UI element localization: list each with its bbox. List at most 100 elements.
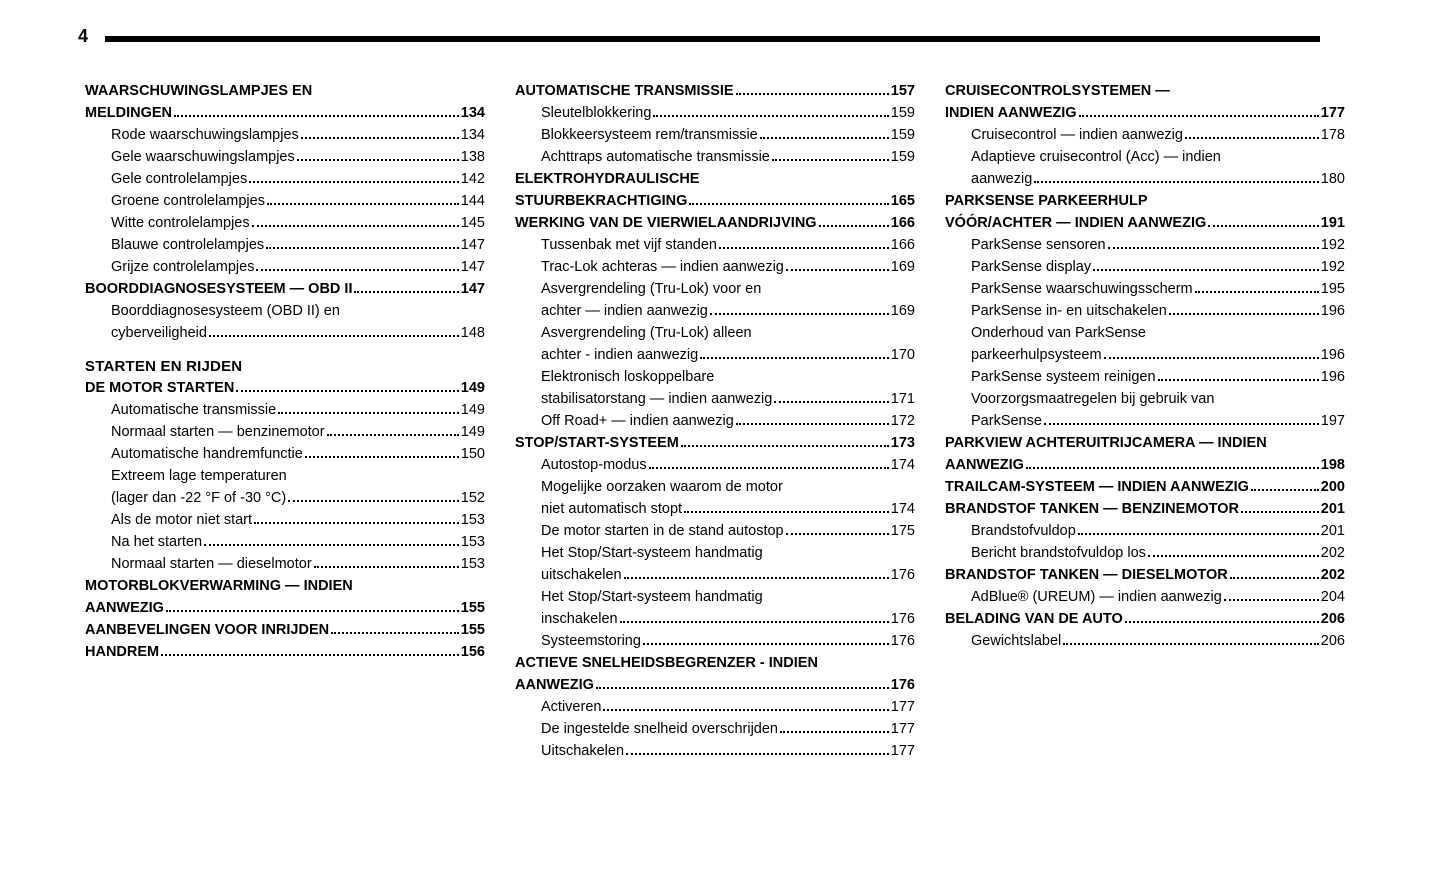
toc-entry-page: 196 [1321, 366, 1345, 388]
toc-entry-page: 192 [1321, 234, 1345, 256]
toc-leader-dots [1044, 423, 1319, 425]
toc-entry-label: BELADING VAN DE AUTO [945, 608, 1123, 630]
toc-entry-page: 174 [891, 498, 915, 520]
toc-entry-label: Achttraps automatische transmissie [541, 146, 770, 168]
toc-entry-page: 166 [891, 234, 915, 256]
toc-wrap-line: Voorzorgsmaatregelen bij gebruik van [945, 388, 1345, 410]
toc-entry-label: AUTOMATISCHE TRANSMISSIE [515, 80, 734, 102]
toc-leader-dots [1208, 225, 1319, 227]
toc-entry-label: Systeemstoring [541, 630, 641, 652]
toc-wrap-line: MOTORBLOKVERWARMING — INDIEN [85, 575, 485, 597]
toc-entry: Tussenbak met vijf standen166 [515, 234, 915, 256]
toc-entry: achter — indien aanwezig169 [515, 300, 915, 322]
toc-entry-label: STOP/START-SYSTEEM [515, 432, 679, 454]
toc-entry: Grijze controlelampjes147 [85, 256, 485, 278]
toc-entry: uitschakelen176 [515, 564, 915, 586]
toc-entry-label: achter - indien aanwezig [541, 344, 698, 366]
toc-entry-label: Autostop-modus [541, 454, 647, 476]
toc-entry-label: Brandstofvuldop [971, 520, 1076, 542]
toc-leader-dots [653, 115, 888, 117]
toc-entry: BELADING VAN DE AUTO206 [945, 608, 1345, 630]
toc-entry-label: Rode waarschuwingslampjes [111, 124, 299, 146]
toc-entry-page: 144 [461, 190, 485, 212]
toc-entry-page: 169 [891, 300, 915, 322]
toc-leader-dots [174, 115, 459, 117]
toc-entry-label: Trac-Lok achteras — indien aanwezig [541, 256, 784, 278]
toc-entry-page: 196 [1321, 300, 1345, 322]
toc-leader-dots [649, 467, 889, 469]
toc-entry-page: 159 [891, 146, 915, 168]
toc-entry-label: Gewichtslabel [971, 630, 1061, 652]
toc-leader-dots [736, 423, 889, 425]
toc-entry: BRANDSTOF TANKEN — BENZINEMOTOR201 [945, 498, 1345, 520]
toc-entry: Na het starten153 [85, 531, 485, 553]
toc-entry-page: 201 [1321, 498, 1345, 520]
toc-entry: VÓÓR/ACHTER — INDIEN AANWEZIG191 [945, 212, 1345, 234]
toc-columns: WAARSCHUWINGSLAMPJES ENMELDINGEN134Rode … [85, 80, 1345, 762]
toc-entry-page: 196 [1321, 344, 1345, 366]
toc-leader-dots [684, 511, 889, 513]
toc-entry: Uitschakelen177 [515, 740, 915, 762]
toc-leader-dots [1224, 599, 1319, 601]
toc-entry: STUURBEKRACHTIGING165 [515, 190, 915, 212]
toc-entry: Sleutelblokkering159 [515, 102, 915, 124]
toc-entry-page: 176 [891, 674, 915, 696]
toc-leader-dots [1063, 643, 1319, 645]
toc-entry-page: 173 [891, 432, 915, 454]
toc-entry: ParkSense197 [945, 410, 1345, 432]
toc-entry-label: Cruisecontrol — indien aanwezig [971, 124, 1183, 146]
toc-entry-page: 134 [461, 102, 485, 124]
toc-entry-page: 149 [461, 377, 485, 399]
toc-entry: Autostop-modus174 [515, 454, 915, 476]
toc-leader-dots [209, 335, 459, 337]
toc-entry-label: ParkSense display [971, 256, 1091, 278]
toc-entry-page: 149 [461, 399, 485, 421]
toc-entry-page: 147 [461, 256, 485, 278]
toc-entry: Trac-Lok achteras — indien aanwezig 169 [515, 256, 915, 278]
toc-entry-label: ParkSense systeem reinigen [971, 366, 1156, 388]
toc-leader-dots [1108, 247, 1319, 249]
toc-entry: De motor starten in de stand autostop175 [515, 520, 915, 542]
toc-entry-label: niet automatisch stopt [541, 498, 682, 520]
toc-entry-label: AdBlue® (UREUM) — indien aanwezig [971, 586, 1222, 608]
toc-leader-dots [596, 687, 889, 689]
toc-wrap-line: Adaptieve cruisecontrol (Acc) — indien [945, 146, 1345, 168]
toc-entry: Activeren177 [515, 696, 915, 718]
toc-entry-label: MELDINGEN [85, 102, 172, 124]
toc-entry-page: 176 [891, 608, 915, 630]
toc-entry-page: 169 [891, 256, 915, 278]
toc-entry: BOORDDIAGNOSESYSTEEM — OBD II147 [85, 278, 485, 300]
toc-leader-dots [1230, 577, 1319, 579]
toc-wrap-line: Mogelijke oorzaken waarom de motor [515, 476, 915, 498]
toc-leader-dots [1034, 181, 1319, 183]
toc-entry: AUTOMATISCHE TRANSMISSIE157 [515, 80, 915, 102]
toc-entry-page: 176 [891, 630, 915, 652]
toc-leader-dots [267, 203, 459, 205]
toc-entry: AANBEVELINGEN VOOR INRIJDEN155 [85, 619, 485, 641]
toc-entry-page: 198 [1321, 454, 1345, 476]
toc-entry-label: VÓÓR/ACHTER — INDIEN AANWEZIG [945, 212, 1206, 234]
toc-entry: (lager dan -22 °F of -30 °C)152 [85, 487, 485, 509]
toc-leader-dots [780, 731, 889, 733]
toc-entry-label: Sleutelblokkering [541, 102, 651, 124]
toc-leader-dots [161, 654, 459, 656]
toc-leader-dots [301, 137, 459, 139]
toc-entry-page: 177 [1321, 102, 1345, 124]
toc-entry-label: uitschakelen [541, 564, 622, 586]
toc-entry-label: AANWEZIG [85, 597, 164, 619]
toc-entry-label: Bericht brandstofvuldop los [971, 542, 1146, 564]
toc-entry: BRANDSTOF TANKEN — DIESELMOTOR202 [945, 564, 1345, 586]
toc-entry-page: 171 [891, 388, 915, 410]
toc-entry-page: 153 [461, 531, 485, 553]
toc-leader-dots [314, 566, 459, 568]
toc-entry-page: 202 [1321, 564, 1345, 586]
toc-entry: Gewichtslabel206 [945, 630, 1345, 652]
toc-leader-dots [786, 533, 889, 535]
toc-entry: Gele waarschuwingslampjes138 [85, 146, 485, 168]
toc-entry: AANWEZIG155 [85, 597, 485, 619]
toc-entry-page: 145 [461, 212, 485, 234]
toc-entry: Cruisecontrol — indien aanwezig178 [945, 124, 1345, 146]
toc-entry-label: Gele waarschuwingslampjes [111, 146, 295, 168]
toc-entry-label: ParkSense sensoren [971, 234, 1106, 256]
toc-leader-dots [774, 401, 888, 403]
